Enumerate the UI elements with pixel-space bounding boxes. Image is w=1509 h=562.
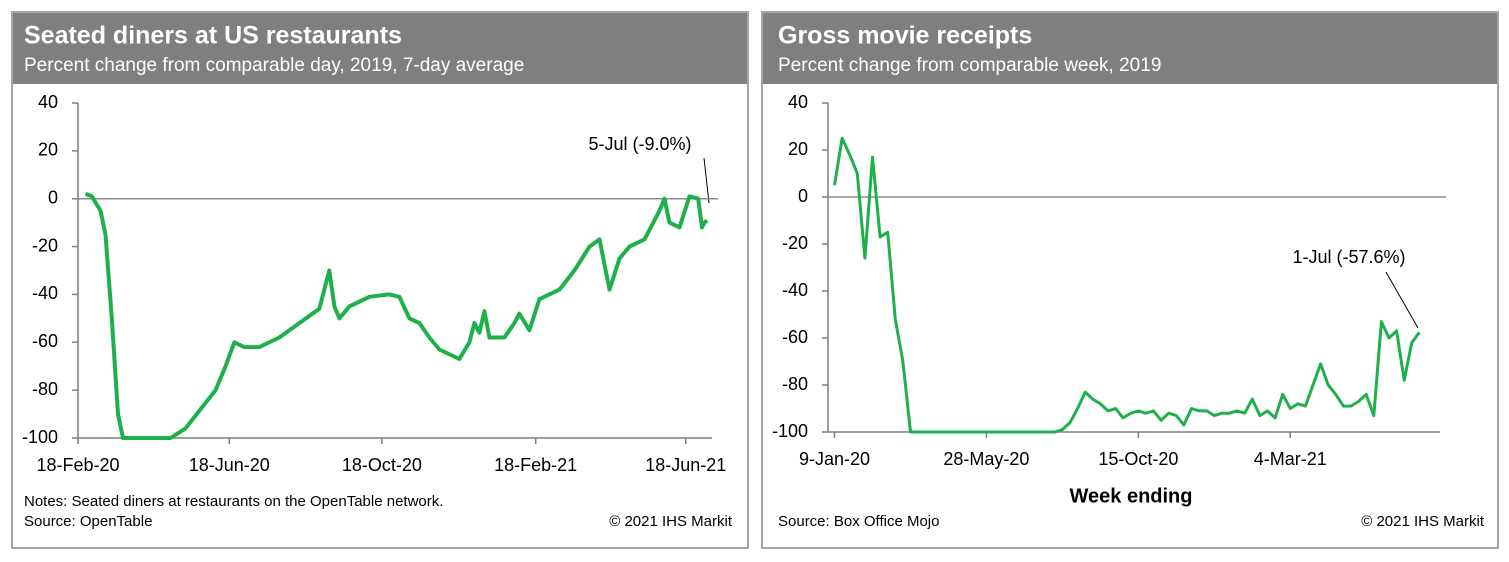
y-tick-label: -20 bbox=[782, 233, 808, 253]
data-line bbox=[84, 192, 709, 440]
y-tick-label: -60 bbox=[32, 331, 58, 351]
source: Source: Box Office Mojo bbox=[778, 513, 939, 530]
panel-border bbox=[11, 11, 749, 549]
source: Source: OpenTable bbox=[24, 513, 152, 530]
data-line bbox=[833, 136, 1421, 434]
copyright: © 2021 IHS Markit bbox=[609, 513, 733, 530]
y-tick-label: 20 bbox=[38, 140, 58, 160]
y-tick-label: 20 bbox=[788, 139, 808, 159]
y-tick-label: 40 bbox=[38, 92, 58, 112]
y-tick-label: -80 bbox=[32, 379, 58, 399]
x-tick-label: 15-Oct-20 bbox=[1098, 449, 1178, 469]
chart-title: Seated diners at US restaurants bbox=[24, 22, 402, 50]
x-axis-label: Week ending bbox=[1070, 485, 1193, 507]
y-tick-label: -20 bbox=[32, 235, 58, 255]
x-tick-label: 18-Jun-21 bbox=[645, 455, 726, 475]
y-tick-label: -60 bbox=[782, 327, 808, 347]
panel: Gross movie receipts Percent change from… bbox=[761, 11, 1499, 549]
panel-border bbox=[761, 11, 1499, 549]
x-tick-label: 18-Jun-20 bbox=[189, 455, 270, 475]
copyright: © 2021 IHS Markit bbox=[1361, 513, 1485, 530]
x-tick-label: 18-Feb-20 bbox=[36, 455, 119, 475]
notes: Notes: Seated diners at restaurants on t… bbox=[24, 493, 443, 510]
y-tick-label: 0 bbox=[798, 186, 808, 206]
x-tick-label: 18-Feb-21 bbox=[494, 455, 577, 475]
y-tick-label: -40 bbox=[32, 283, 58, 303]
annotation-leader bbox=[703, 157, 710, 204]
x-tick-label: 18-Oct-20 bbox=[342, 455, 422, 475]
panel-header bbox=[13, 13, 747, 84]
x-tick-label: 4-Mar-21 bbox=[1254, 449, 1327, 469]
chart-subtitle: Percent change from comparable week, 201… bbox=[778, 55, 1161, 76]
y-tick-label: -100 bbox=[772, 421, 808, 441]
chart-title: Gross movie receipts bbox=[778, 22, 1032, 50]
annotation: 1-Jul (-57.6%) bbox=[1292, 247, 1405, 267]
panel-header bbox=[763, 13, 1497, 84]
y-tick-label: -80 bbox=[782, 374, 808, 394]
annotation-leader bbox=[1385, 271, 1419, 329]
y-tick-label: 40 bbox=[788, 92, 808, 112]
y-tick-label: -100 bbox=[22, 427, 58, 447]
panel: Seated diners at US restaurants Percent … bbox=[11, 11, 749, 549]
x-tick-label: 9-Jan-20 bbox=[799, 449, 870, 469]
x-tick-label: 28-May-20 bbox=[943, 449, 1029, 469]
chart-subtitle: Percent change from comparable day, 2019… bbox=[24, 55, 524, 76]
annotation: 5-Jul (-9.0%) bbox=[588, 134, 691, 154]
y-tick-label: -40 bbox=[782, 280, 808, 300]
y-tick-label: 0 bbox=[48, 187, 58, 207]
